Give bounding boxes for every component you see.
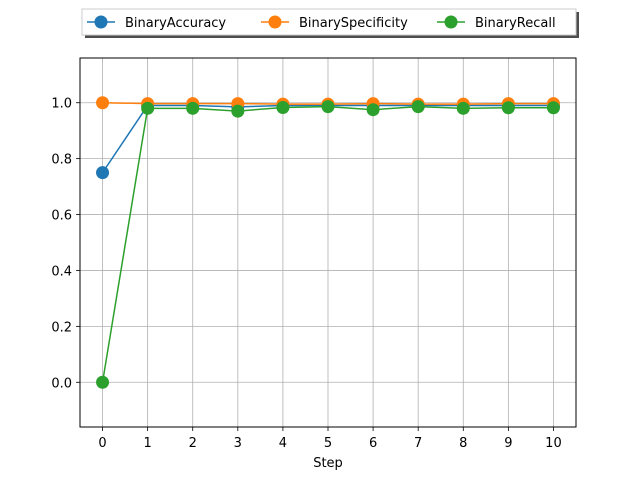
x-tick-label: 0 (98, 436, 106, 451)
y-tick-label: 0.6 (51, 209, 72, 224)
data-point-binaryrecall (456, 101, 470, 115)
y-tick-label: 0.4 (51, 264, 72, 279)
series-binaryrecall (96, 100, 560, 389)
data-point-binaryaccuracy (96, 166, 110, 180)
series (96, 96, 560, 389)
x-tick-label: 5 (324, 436, 332, 451)
legend-marker-binaryrecall (444, 15, 458, 29)
y-tick-label: 0.8 (51, 153, 72, 168)
x-tick-label: 2 (189, 436, 197, 451)
data-point-binaryrecall (231, 104, 245, 118)
x-tick-label: 4 (279, 436, 287, 451)
legend-label-binaryaccuracy: BinaryAccuracy (125, 16, 226, 31)
x-axis-label: Step (313, 456, 343, 471)
x-tick-label: 7 (414, 436, 422, 451)
data-point-binaryrecall (321, 100, 335, 114)
data-point-binaryrecall (141, 101, 155, 115)
y-tick-label: 0.0 (51, 376, 72, 391)
data-point-binaryrecall (411, 100, 425, 114)
legend-box (81, 8, 577, 36)
data-point-binaryrecall (366, 103, 380, 117)
grid (80, 58, 576, 427)
data-point-binaryrecall (96, 375, 110, 389)
x-tick-label: 9 (504, 436, 512, 451)
x-tick-label: 1 (143, 436, 151, 451)
x-tick-label: 3 (234, 436, 242, 451)
axis-ticks: 0 1 2 3 4 5 6 7 8 9 10 0.0 0.2 0.4 0.6 0.8 1.0 (51, 97, 561, 451)
legend: BinaryAccuracy BinarySpecificity BinaryRec… (81, 8, 579, 38)
x-tick-label: 8 (459, 436, 467, 451)
y-tick-label: 1.0 (51, 97, 72, 112)
data-point-binaryrecall (186, 101, 200, 115)
data-point-binaryrecall (546, 101, 560, 115)
data-point-binaryrecall (501, 101, 515, 115)
legend-marker-binaryaccuracy (94, 15, 108, 29)
y-tick-label: 0.2 (51, 320, 72, 335)
x-tick-label: 6 (369, 436, 377, 451)
legend-label-binaryrecall: BinaryRecall (475, 16, 556, 31)
legend-label-binaryspecificity: BinarySpecificity (299, 16, 408, 31)
data-point-binaryrecall (276, 100, 290, 114)
legend-marker-binaryspecificity (268, 15, 282, 29)
x-tick-label: 10 (545, 436, 562, 451)
data-point-binaryspecificity (96, 96, 110, 110)
